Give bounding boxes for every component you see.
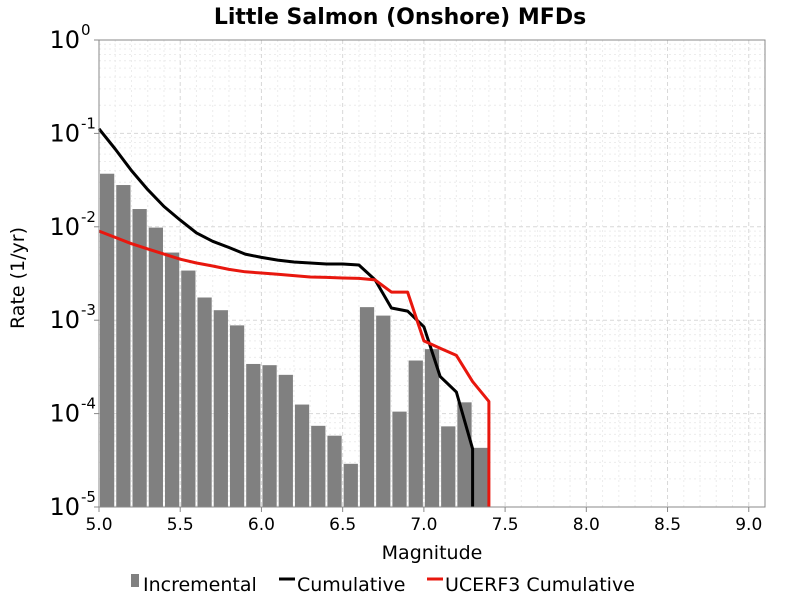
y-tick-base: 10: [49, 26, 80, 54]
incremental-bar: [424, 349, 440, 507]
incremental-bar: [408, 360, 423, 507]
x-tick-label: 5.0: [85, 515, 112, 535]
incremental-bar: [116, 185, 131, 507]
x-axis-label: Magnitude: [382, 542, 483, 564]
incremental-bar: [246, 363, 261, 507]
incremental-bar: [294, 404, 310, 507]
x-tick-label: 7.5: [492, 515, 519, 535]
incremental-bar: [441, 426, 456, 507]
incremental-bar: [359, 307, 375, 507]
incremental-bar: [392, 411, 407, 507]
legend-swatch-incremental: [131, 574, 139, 587]
incremental-bar: [278, 374, 293, 507]
y-tick-exponent: -1: [81, 114, 96, 132]
incremental-bar: [132, 209, 147, 508]
incremental-bar: [376, 315, 391, 507]
incremental-bar: [343, 463, 358, 507]
y-tick-base: 10: [49, 213, 80, 241]
ucerf3-cumulative-line: [98, 229, 491, 507]
chart-title: Little Salmon (Onshore) MFDs: [214, 5, 586, 30]
incremental-bar: [181, 270, 196, 507]
y-tick-base: 10: [49, 119, 80, 147]
legend: Incremental Cumulative UCERF3 Cumulative: [131, 574, 635, 596]
x-tick-label: 8.0: [573, 515, 600, 535]
y-tick-exponent: -2: [81, 208, 96, 226]
y-tick-exponent: -5: [81, 488, 96, 506]
legend-label: UCERF3 Cumulative: [445, 574, 635, 596]
incremental-bar: [148, 227, 163, 507]
x-axis-ticks: 5.0 5.5 6.0 6.5 7.0 7.5 8.0 8.5 9.0: [85, 507, 762, 535]
x-tick-label: 9.0: [735, 515, 762, 535]
incremental-bar: [473, 447, 488, 507]
incremental-bar: [197, 297, 212, 507]
incremental-bar: [229, 325, 245, 507]
incremental-bar: [213, 310, 228, 507]
incremental-bar: [327, 435, 342, 507]
x-tick-label: 7.0: [410, 515, 437, 535]
incremental-bar: [311, 425, 326, 507]
incremental-bar: [262, 365, 277, 507]
x-tick-label: 6.0: [248, 515, 275, 535]
y-axis-label: Rate (1/yr): [7, 227, 29, 329]
y-tick-exponent: 0: [81, 21, 91, 39]
y-tick-base: 10: [49, 493, 80, 521]
series-lines: [97, 127, 491, 507]
x-tick-label: 5.5: [167, 515, 194, 535]
y-tick-base: 10: [49, 306, 80, 334]
y-tick-exponent: -3: [81, 301, 96, 319]
legend-label: Incremental: [143, 574, 257, 596]
incremental-bars: [100, 173, 488, 508]
y-tick-exponent: -4: [81, 395, 96, 413]
incremental-bar: [100, 173, 115, 507]
x-tick-label: 6.5: [329, 515, 356, 535]
x-tick-label: 8.5: [654, 515, 681, 535]
plot-frame: [98, 39, 766, 508]
cumulative-line: [97, 127, 475, 507]
incremental-bar: [164, 252, 180, 507]
y-tick-base: 10: [49, 400, 80, 428]
legend-label: Cumulative: [297, 574, 405, 596]
